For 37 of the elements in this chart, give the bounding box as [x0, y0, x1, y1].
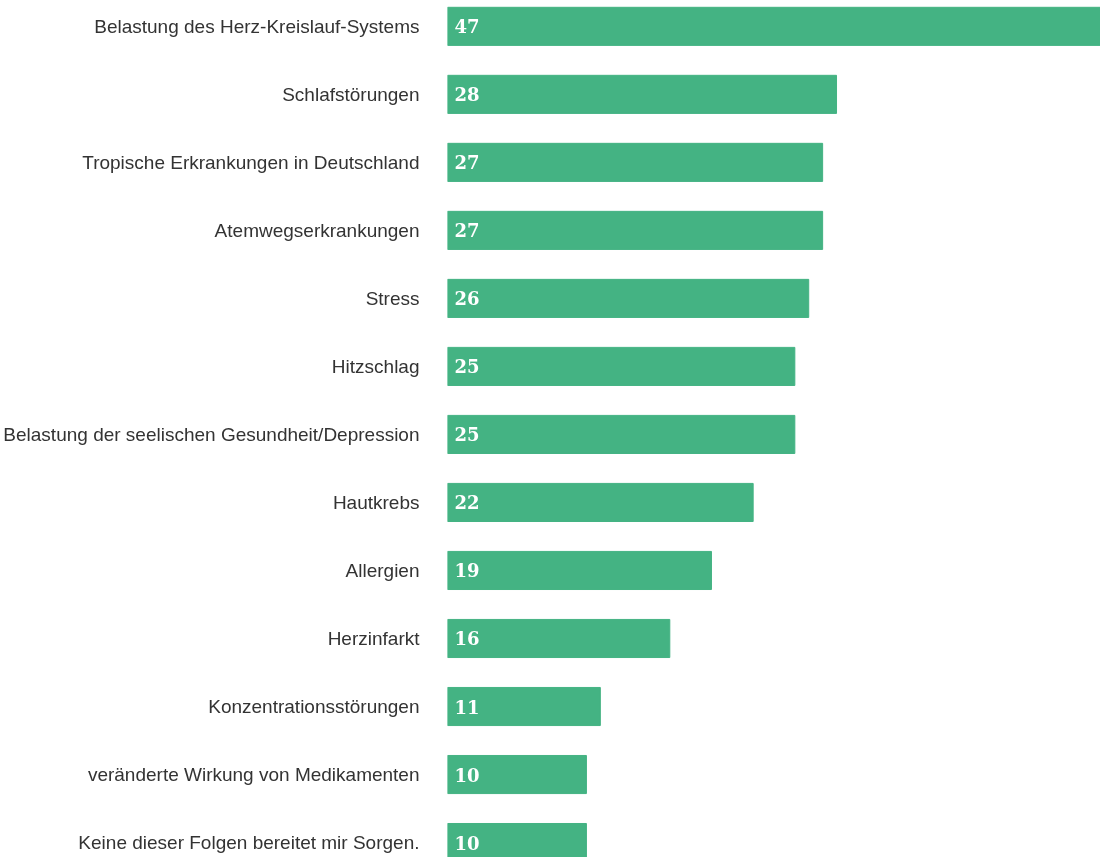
data-label: 22: [454, 492, 480, 514]
y-tick-label: Belastung der seelischen Gesundheit/Depression: [3, 423, 420, 445]
y-tick-label: Schlafstörungen: [282, 83, 420, 105]
data-label: 25: [454, 424, 480, 446]
data-label: 11: [454, 696, 480, 718]
y-tick-label: veränderte Wirkung von Medikamenten: [87, 764, 420, 786]
y-tick-label: Hitzschlag: [331, 355, 420, 377]
y-tick-label: Belastung des Herz-Kreislauf-Systems: [94, 15, 420, 37]
y-tick-label: Konzentrationsstörungen: [208, 696, 420, 717]
y-tick-label: Keine dieser Folgen bereitet mir Sorgen.: [78, 832, 420, 854]
data-label: 10: [454, 764, 480, 786]
data-label: 19: [454, 560, 480, 582]
data-label: 28: [454, 84, 480, 106]
y-tick-label: Atemwegserkrankungen: [214, 219, 420, 241]
bar: [447, 754, 587, 795]
data-label: 27: [454, 152, 480, 174]
data-label: 27: [454, 220, 480, 242]
data-label: 47: [454, 16, 480, 38]
bar: [447, 550, 712, 591]
bar: [447, 142, 824, 182]
bar: [447, 686, 601, 727]
bar: [447, 414, 796, 454]
y-tick-label: Stress: [365, 287, 420, 309]
bar: [447, 482, 754, 522]
y-tick-label: Allergien: [345, 559, 420, 581]
bar: [447, 210, 824, 250]
y-tick-label: Tropische Erkrankungen in Deutschland: [82, 151, 420, 173]
data-label: 26: [454, 288, 480, 310]
y-tick-label: Herzinfarkt: [327, 627, 421, 649]
bar: [447, 278, 810, 318]
data-label: 10: [454, 832, 480, 854]
bar: [447, 346, 796, 386]
data-label: 16: [454, 628, 480, 650]
data-label: 25: [454, 356, 480, 378]
bar: [447, 74, 838, 114]
bar: [447, 618, 671, 659]
y-tick-label: Hautkrebs: [332, 491, 420, 513]
